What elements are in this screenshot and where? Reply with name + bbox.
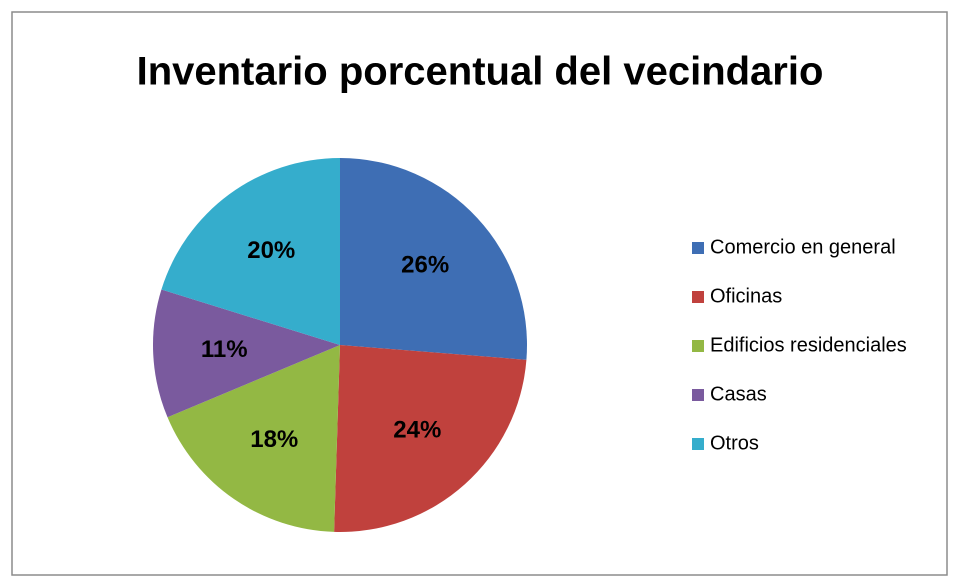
legend-swatch (692, 340, 704, 352)
legend-label: Casas (710, 383, 767, 405)
data-label: 24% (393, 417, 441, 444)
legend-label: Comercio en general (710, 236, 896, 258)
pie-slice (334, 345, 527, 532)
legend-swatch (692, 291, 704, 303)
legend-swatch (692, 438, 704, 450)
legend-swatch (692, 242, 704, 254)
data-label: 11% (201, 336, 248, 363)
chart-title: Inventario porcentual del vecindario (137, 50, 824, 94)
pie-slice (161, 158, 340, 345)
pie-slice (152, 289, 340, 418)
legend-label: Oficinas (710, 285, 782, 307)
legend-label: Otros (710, 432, 759, 454)
pie-slice (167, 345, 340, 532)
data-label: 20% (247, 237, 295, 264)
legend-label: Edificios residenciales (710, 334, 907, 356)
pie-slice (340, 158, 527, 360)
legend-swatch (692, 389, 704, 401)
data-label: 26% (401, 252, 449, 279)
data-label: 18% (250, 426, 298, 453)
